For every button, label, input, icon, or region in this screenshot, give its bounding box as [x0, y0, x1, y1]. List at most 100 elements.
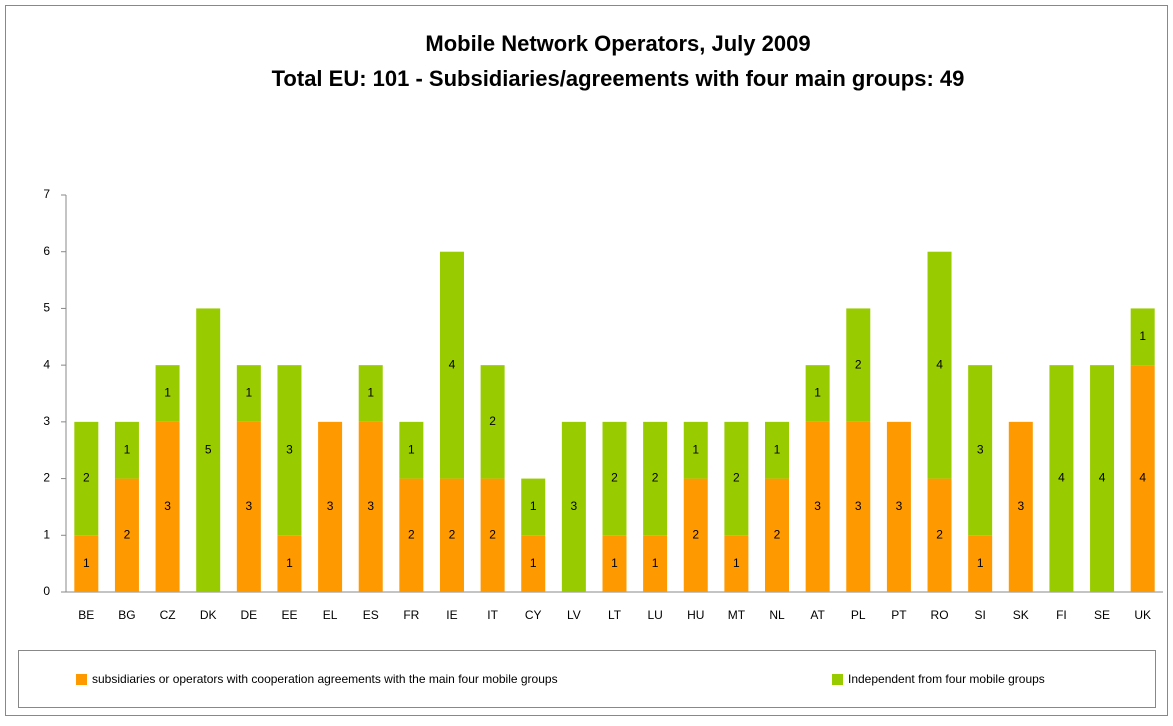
data-label: 3 [896, 499, 903, 513]
bar-segment [765, 478, 790, 592]
data-label: 1 [530, 499, 537, 513]
bar-segment [805, 365, 830, 422]
data-label: 5 [205, 442, 212, 456]
data-label: 3 [327, 499, 334, 513]
y-tick-label: 3 [43, 414, 50, 428]
bar-segment [196, 308, 221, 592]
data-label: 2 [124, 527, 131, 541]
data-label: 1 [652, 556, 659, 570]
bar-segment [480, 478, 505, 592]
bar-segment [277, 535, 302, 592]
x-tick-label: UK [1134, 608, 1151, 622]
data-label: 1 [774, 442, 781, 456]
x-tick-label: RO [931, 608, 949, 622]
bar-segment [1008, 421, 1033, 592]
legend-label: Independent from four mobile groups [848, 672, 1045, 686]
data-label: 1 [1139, 329, 1146, 343]
x-tick-label: FR [403, 608, 419, 622]
bar-segment [318, 421, 343, 592]
y-tick-label: 4 [43, 357, 50, 371]
bar-segment [358, 421, 383, 592]
data-label: 2 [83, 471, 90, 485]
data-label: 1 [733, 556, 740, 570]
bar-segment [74, 535, 99, 592]
legend-label: subsidiaries or operators with cooperati… [92, 672, 558, 686]
bar-segment [521, 535, 546, 592]
data-label: 1 [692, 442, 699, 456]
bar-segment [114, 421, 139, 479]
bar-segment [114, 478, 139, 592]
x-tick-label: LU [647, 608, 662, 622]
x-tick-label: HU [687, 608, 704, 622]
data-label: 1 [814, 386, 821, 400]
data-label: 1 [83, 556, 90, 570]
chart-subtitle: Total EU: 101 - Subsidiaries/agreements … [272, 66, 965, 91]
chart-border [5, 5, 1168, 716]
data-label: 2 [489, 527, 496, 541]
bar-segment [521, 478, 546, 536]
bar-segment [439, 478, 464, 592]
bar-segment [561, 421, 586, 592]
x-tick-label: IT [487, 608, 498, 622]
bar-segment [724, 535, 749, 592]
data-label: 2 [936, 527, 943, 541]
bar-segment [968, 365, 993, 536]
bar-segment [602, 421, 627, 536]
data-label: 3 [814, 499, 821, 513]
data-label: 4 [449, 357, 456, 371]
data-label: 3 [245, 499, 252, 513]
bar-segment [643, 421, 668, 536]
data-label: 1 [611, 556, 618, 570]
data-label: 3 [977, 442, 984, 456]
bar-segment [927, 478, 952, 592]
data-label: 3 [286, 442, 293, 456]
y-tick-label: 0 [43, 584, 50, 598]
data-label: 2 [692, 527, 699, 541]
data-label: 4 [1099, 471, 1106, 485]
bar-segment [927, 251, 952, 479]
data-label: 2 [611, 471, 618, 485]
x-tick-label: SK [1013, 608, 1029, 622]
bar-segment [602, 535, 627, 592]
bar-segment [155, 421, 180, 592]
x-tick-label: EE [281, 608, 297, 622]
data-label: 2 [408, 527, 415, 541]
data-label: 4 [1139, 471, 1146, 485]
data-label: 2 [652, 471, 659, 485]
data-label: 4 [936, 357, 943, 371]
x-tick-label: BE [78, 608, 94, 622]
bar-segment [683, 478, 708, 592]
bar-segment [399, 478, 424, 592]
x-tick-label: PL [851, 608, 866, 622]
x-tick-label: IE [446, 608, 457, 622]
bar-segment [1130, 365, 1155, 592]
bar-segment [846, 421, 871, 592]
data-label: 2 [855, 357, 862, 371]
data-label: 1 [530, 556, 537, 570]
data-label: 1 [977, 556, 984, 570]
y-tick-label: 1 [43, 527, 50, 541]
bar-segment [846, 308, 871, 422]
bar-segment [155, 365, 180, 422]
data-label: 3 [367, 499, 374, 513]
data-label: 4 [1058, 471, 1065, 485]
y-tick-label: 6 [43, 244, 50, 258]
x-tick-label: AT [810, 608, 825, 622]
bar-segment [968, 535, 993, 592]
data-label: 2 [733, 471, 740, 485]
data-label: 3 [855, 499, 862, 513]
legend-box [18, 650, 1156, 708]
data-label: 1 [245, 386, 252, 400]
bar-segment [683, 421, 708, 479]
bar-segment [643, 535, 668, 592]
bar-segment [74, 421, 99, 536]
bar-segment [236, 365, 261, 422]
bar-segment [358, 365, 383, 422]
data-label: 2 [489, 414, 496, 428]
data-label: 1 [367, 386, 374, 400]
bar-segment [765, 421, 790, 479]
bar-segment [480, 365, 505, 479]
bar-segment [724, 421, 749, 536]
x-tick-label: NL [769, 608, 785, 622]
